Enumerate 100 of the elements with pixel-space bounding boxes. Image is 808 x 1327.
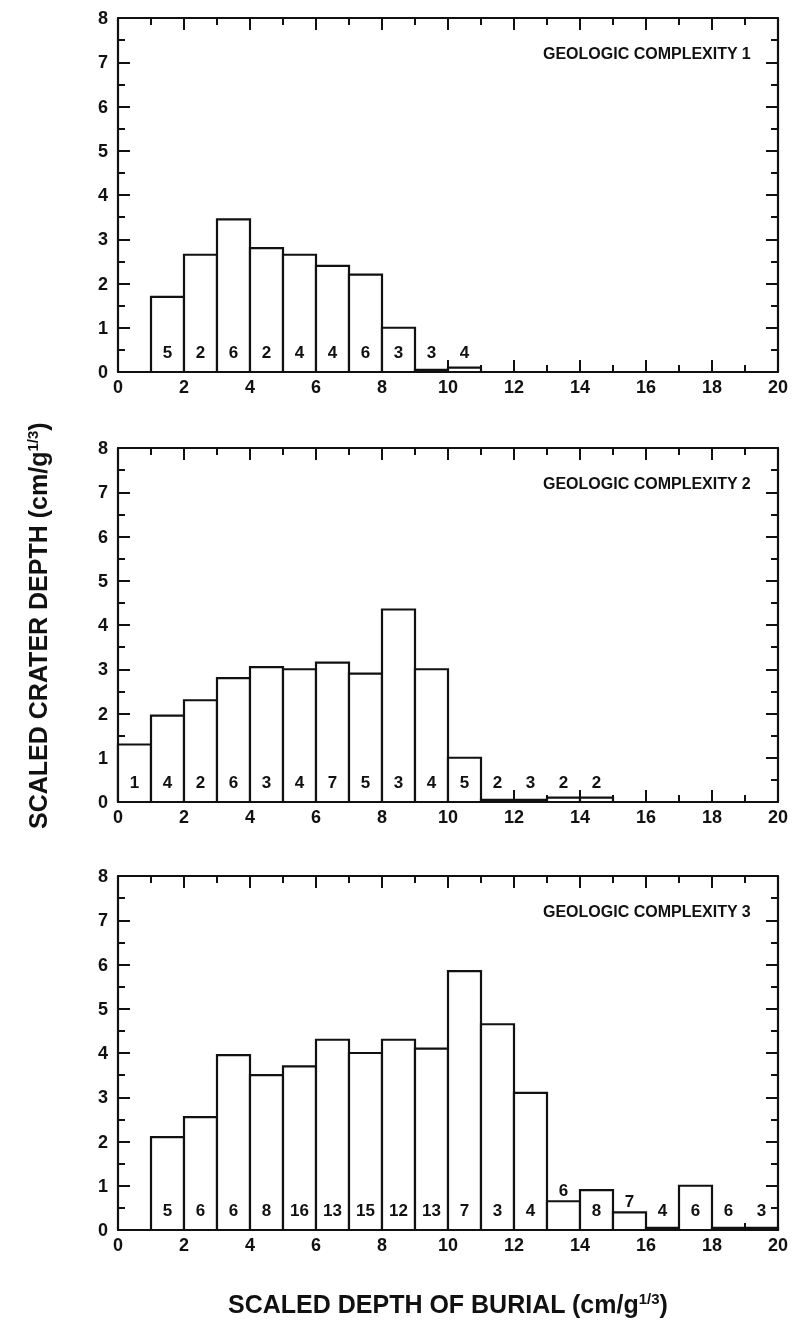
- annotation: 7: [327, 772, 338, 792]
- y-tick-label: 6: [97, 526, 108, 547]
- y-tick-label: 3: [97, 659, 108, 680]
- y-tick-label: 3: [97, 229, 108, 250]
- x-tick-label: 12: [503, 377, 525, 397]
- x-tick-label: 18: [701, 807, 723, 827]
- y-tick-label: 1: [97, 1175, 108, 1196]
- annotation: 3: [426, 342, 437, 362]
- x-tick-label: 14: [569, 807, 591, 827]
- x-tick-label: 0: [112, 807, 124, 827]
- annotation: 1: [129, 772, 140, 792]
- x-tick-label: 6: [310, 377, 322, 397]
- y-tick-label: 7: [97, 52, 108, 73]
- annotation: 4: [294, 342, 305, 362]
- annotation: 6: [228, 342, 239, 362]
- text: GEOLOGIC COMPLEXITY 3: [542, 902, 751, 920]
- y-tick-label: 4: [97, 615, 108, 635]
- annotation: 6: [228, 772, 239, 792]
- y-tick-label: 0: [97, 792, 108, 812]
- annotation: 6: [558, 1180, 569, 1200]
- x-tick-label: 12: [503, 807, 525, 827]
- annotation: 16: [290, 1200, 309, 1220]
- x-tick-label: 8: [376, 1235, 388, 1255]
- annotation: 6: [690, 1200, 701, 1220]
- annotation: 4: [525, 1200, 536, 1220]
- annotation: 3: [393, 772, 404, 792]
- y-tick-label: 2: [97, 703, 108, 724]
- x-tick-label: 6: [310, 807, 322, 827]
- x-tick-label: 8: [376, 377, 388, 397]
- annotation: 5: [360, 772, 371, 792]
- annotation: 2: [591, 772, 602, 792]
- y-tick-label: 1: [97, 317, 108, 338]
- y-tick-label: 5: [97, 570, 108, 591]
- x-axis-title: SCALED DEPTH OF BURIAL (cm/g$^{1/3}$): [228, 1290, 668, 1320]
- annotation: 6: [723, 1200, 734, 1220]
- y-tick-label: 3: [97, 1087, 108, 1108]
- x-tick-label: 18: [701, 1235, 723, 1255]
- x-tick-label: 16: [635, 807, 657, 827]
- annotation: 5: [459, 772, 470, 792]
- x-tick-label: 20: [767, 1235, 789, 1255]
- x-tick-label: 16: [635, 1235, 657, 1255]
- y-tick-label: 1: [97, 747, 108, 768]
- text: GEOLOGIC COMPLEXITY 2: [542, 474, 751, 492]
- y-tick-label: 0: [97, 1220, 108, 1240]
- x-tick-label: 14: [569, 377, 591, 397]
- y-tick-label: 5: [97, 998, 108, 1019]
- annotation: 3: [492, 1200, 503, 1220]
- x-tick-label: 2: [178, 807, 190, 827]
- annotation: 4: [657, 1200, 668, 1220]
- annotation: 2: [492, 772, 503, 792]
- annotation: 2: [261, 342, 272, 362]
- x-tick-label: 4: [244, 377, 256, 397]
- x-tick-label: 6: [310, 1235, 322, 1255]
- x-tick-label: 16: [635, 377, 657, 397]
- x-tick-label: 18: [701, 377, 723, 397]
- annotation: 4: [426, 772, 437, 792]
- annotation: 6: [195, 1200, 206, 1220]
- annotation: 4: [327, 342, 338, 362]
- annotation: 6: [228, 1200, 239, 1220]
- y-tick-label: 4: [97, 185, 108, 205]
- x-tick-label: 20: [767, 807, 789, 827]
- x-tick-label: 10: [437, 807, 459, 827]
- x-tick-label: 4: [244, 1235, 256, 1255]
- y-tick-label: 6: [97, 954, 108, 975]
- annotation: 8: [261, 1200, 272, 1220]
- x-tick-label: 4: [244, 807, 256, 827]
- annotation: 3: [261, 772, 272, 792]
- text: GEOLOGIC COMPLEXITY 1: [542, 44, 751, 62]
- x-tick-label: 2: [178, 377, 190, 397]
- y-tick-label: 5: [97, 140, 108, 161]
- annotation: 4: [459, 342, 470, 362]
- x-tick-label: 8: [376, 807, 388, 827]
- annotation: 6: [360, 342, 371, 362]
- annotation: 15: [356, 1200, 375, 1220]
- annotation: 13: [422, 1200, 441, 1220]
- annotation: 8: [591, 1200, 602, 1220]
- annotation: 4: [294, 772, 305, 792]
- x-tick-label: 20: [767, 377, 789, 397]
- x-tick-label: 2: [178, 1235, 190, 1255]
- y-tick-label: 2: [97, 273, 108, 294]
- y-tick-label: 0: [97, 362, 108, 382]
- annotation: 2: [195, 772, 206, 792]
- x-tick-label: 10: [437, 1235, 459, 1255]
- annotation: 7: [459, 1200, 470, 1220]
- x-tick-label: 12: [503, 1235, 525, 1255]
- annotation: 3: [393, 342, 404, 362]
- annotation: 2: [558, 772, 569, 792]
- y-tick-label: 7: [97, 482, 108, 503]
- y-tick-label: 8: [97, 8, 108, 28]
- annotation: 5: [162, 342, 173, 362]
- y-tick-label: 8: [97, 438, 108, 458]
- annotation: 13: [323, 1200, 342, 1220]
- y-tick-label: 8: [97, 866, 108, 886]
- annotation: 3: [756, 1200, 767, 1220]
- annotation: 4: [162, 772, 173, 792]
- y-tick-label: 4: [97, 1043, 108, 1063]
- y-tick-label: 2: [97, 1131, 108, 1152]
- y-tick-label: 7: [97, 910, 108, 931]
- annotation: 3: [525, 772, 536, 792]
- annotation: 2: [195, 342, 206, 362]
